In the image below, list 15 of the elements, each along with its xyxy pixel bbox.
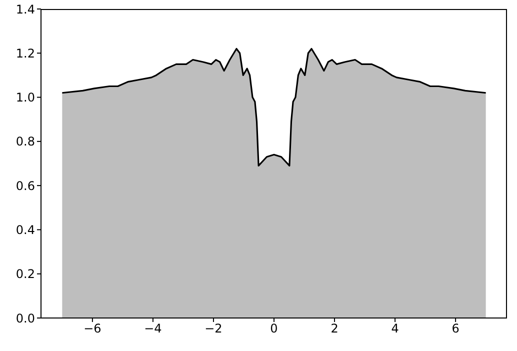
x-tick-label: 0 [270, 322, 278, 336]
x-tick-label: 6 [452, 322, 460, 336]
x-tick-label: 2 [330, 322, 338, 336]
y-tick-label: 0.6 [16, 178, 35, 193]
x-tick-label: −2 [204, 322, 222, 336]
x-tick-label: −6 [84, 322, 102, 336]
y-tick-label: 1.4 [16, 2, 35, 16]
y-tick-label: 1.0 [16, 90, 35, 105]
y-tick-label: 0.0 [16, 311, 35, 326]
y-tick-label: 0.8 [16, 134, 35, 149]
x-tick-label: 4 [391, 322, 399, 336]
x-tick-label: −4 [144, 322, 162, 336]
y-tick-label: 0.4 [16, 222, 35, 237]
y-tick-label: 1.2 [16, 46, 35, 60]
y-tick-label: 0.2 [16, 267, 35, 282]
